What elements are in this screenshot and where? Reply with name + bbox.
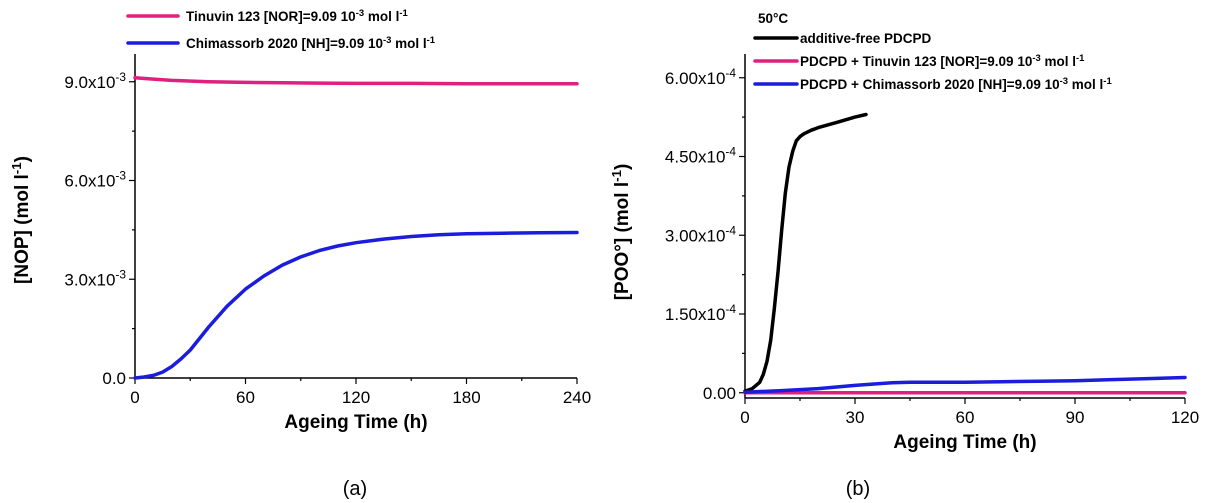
chart-b-panel: 0 30 60 90 1200.001.50x10-43.00x10-44.50x10-… (609, 11, 1200, 500)
chart-b-y-tick-label: 0.00 (703, 384, 736, 403)
chart-b-x-tick-label: 120 (1171, 408, 1199, 427)
chart-b-y-tick-label: 3.00x10-4 (665, 223, 736, 245)
chart-a-legend-label-1: Chimassorb 2020 [NH]=9.09 10-3 mol l-1 (186, 35, 435, 52)
chart-b-y-tick-label-base: 4.50x10 (665, 148, 726, 167)
chart-b-annotation: 50°C (758, 11, 788, 26)
chart-b-x-tick-label: 60 (956, 408, 975, 427)
chart-a-legend-label-0-mid: mol l (364, 9, 399, 24)
chart-a-y-tick-label-sup: -3 (115, 169, 126, 183)
chart-b-series-line-2 (743, 375, 1187, 394)
chart-a-legend-label-1-mid: mol l (391, 36, 426, 51)
chart-a-y-tick-label: 9.0x10-3 (64, 70, 126, 92)
chart-a-y-tick-label-base: 0.0 (102, 369, 126, 388)
chart-b-y-tick-label-sup: -4 (725, 302, 736, 316)
chart-a-y-axis-label-sup: -1 (9, 162, 24, 174)
chart-b-y-axis-label-base: [POO°] (mol l (612, 182, 633, 300)
chart-b-x-tick-label: 90 (1066, 408, 1085, 427)
chart-b-series-line-0 (743, 112, 868, 393)
chart-a-panel: 0 60 120 180 2400.03.0x10-36.0x10-39.0x10-3A… (9, 8, 592, 501)
chart-b-legend-label-1: PDCPD + Tinuvin 123 [NOR]=9.09 10-3 mol … (800, 53, 1084, 70)
chart-b-y-tick-label-base: 1.50x10 (665, 305, 726, 324)
chart-a-y-axis-label-base: [NOP] (mol l (12, 174, 33, 284)
chart-a-y-axis-label-mid: ) (12, 156, 33, 162)
chart-a-legend-label-0-sup: -3 (356, 8, 364, 19)
chart-b-y-axis-label-mid: ) (612, 164, 633, 170)
chart-b-x-tick-label: 30 (846, 408, 865, 427)
chart-a-legend-label-1-sup2: -1 (427, 35, 435, 46)
chart-b-legend-label-0-base: additive-free PDCPD (800, 31, 932, 46)
chart-b-legend-label-0: additive-free PDCPD (800, 31, 932, 46)
chart-a-y-tick-label-sup: -3 (115, 70, 126, 84)
chart-a-y-tick-label-base: 3.0x10 (64, 270, 115, 289)
chart-b-y-tick-label: 6.00x10-4 (665, 66, 736, 88)
chart-b-y-tick-label-base: 0.00 (703, 384, 736, 403)
chart-b-legend-label-1-base: PDCPD + Tinuvin 123 [NOR]=9.09 10 (800, 54, 1032, 69)
chart-b-x-tick-label: 0 (740, 408, 749, 427)
chart-a-x-tick-label: 180 (452, 388, 480, 407)
chart-a-legend-label-1-base: Chimassorb 2020 [NH]=9.09 10 (186, 36, 383, 51)
chart-a-x-tick-label: 240 (563, 388, 591, 407)
chart-b-legend-label-2-sup: -3 (1060, 76, 1068, 87)
chart-a-x-axis-label: Ageing Time (h) (284, 412, 427, 433)
chart-b-legend-label-2-mid: mol l (1068, 77, 1103, 92)
chart-b-legend-label-1-sup2: -1 (1076, 53, 1084, 64)
chart-b-caption: (b) (846, 478, 870, 500)
chart-a-y-tick-label-base: 6.0x10 (64, 172, 115, 191)
chart-b-legend-label-2-sup2: -1 (1103, 76, 1111, 87)
chart-b-legend-label-1-mid: mol l (1041, 54, 1076, 69)
chart-a-y-tick-label-base: 9.0x10 (64, 73, 115, 92)
chart-b-y-axis-label-sup: -1 (609, 169, 624, 181)
chart-a-x-tick-label: 60 (236, 388, 255, 407)
chart-a-y-tick-label-sup: -3 (115, 267, 126, 281)
chart-a-legend-label-0-base: Tinuvin 123 [NOR]=9.09 10 (186, 9, 356, 24)
chart-b-y-tick-label-base: 6.00x10 (665, 69, 726, 88)
chart-a-caption: (a) (343, 478, 367, 500)
chart-a-x-tick-label: 120 (342, 388, 370, 407)
chart-a-legend-label-0: Tinuvin 123 [NOR]=9.09 10-3 mol l-1 (186, 8, 408, 25)
chart-a-series-line-1 (133, 230, 579, 380)
chart-b-legend-label-2-base: PDCPD + Chimassorb 2020 [NH]=9.09 10 (800, 77, 1060, 92)
chart-a-x-tick-label: 0 (130, 388, 139, 407)
chart-a-legend-label-0-sup2: -1 (399, 8, 407, 19)
chart-a-y-tick-label: 0.0 (102, 369, 126, 388)
chart-a-legend-label-1-sup: -3 (383, 35, 391, 46)
chart-a-y-tick-label: 3.0x10-3 (64, 267, 126, 289)
chart-a-y-tick-label: 6.0x10-3 (64, 169, 126, 191)
chart-b-x-axis-label: Ageing Time (h) (893, 432, 1036, 453)
chart-b-y-tick-label-base: 3.00x10 (665, 226, 726, 245)
chart-b-y-axis-label: [POO°] (mol l-1) (609, 164, 634, 301)
chart-b-legend-label-1-sup: -3 (1032, 53, 1040, 64)
chart-a-series-line-0 (133, 76, 579, 86)
chart-b-y-tick-label: 4.50x10-4 (665, 145, 736, 167)
chart-b-y-tick-label: 1.50x10-4 (665, 302, 736, 324)
chart-b-y-tick-label-sup: -4 (725, 66, 736, 80)
chart-b-y-tick-label-sup: -4 (725, 145, 736, 159)
chart-b-legend-label-2: PDCPD + Chimassorb 2020 [NH]=9.09 10-3 m… (800, 76, 1112, 93)
chart-b-y-tick-label-sup: -4 (725, 223, 736, 237)
chart-a-y-axis-label: [NOP] (mol l-1) (9, 156, 34, 284)
